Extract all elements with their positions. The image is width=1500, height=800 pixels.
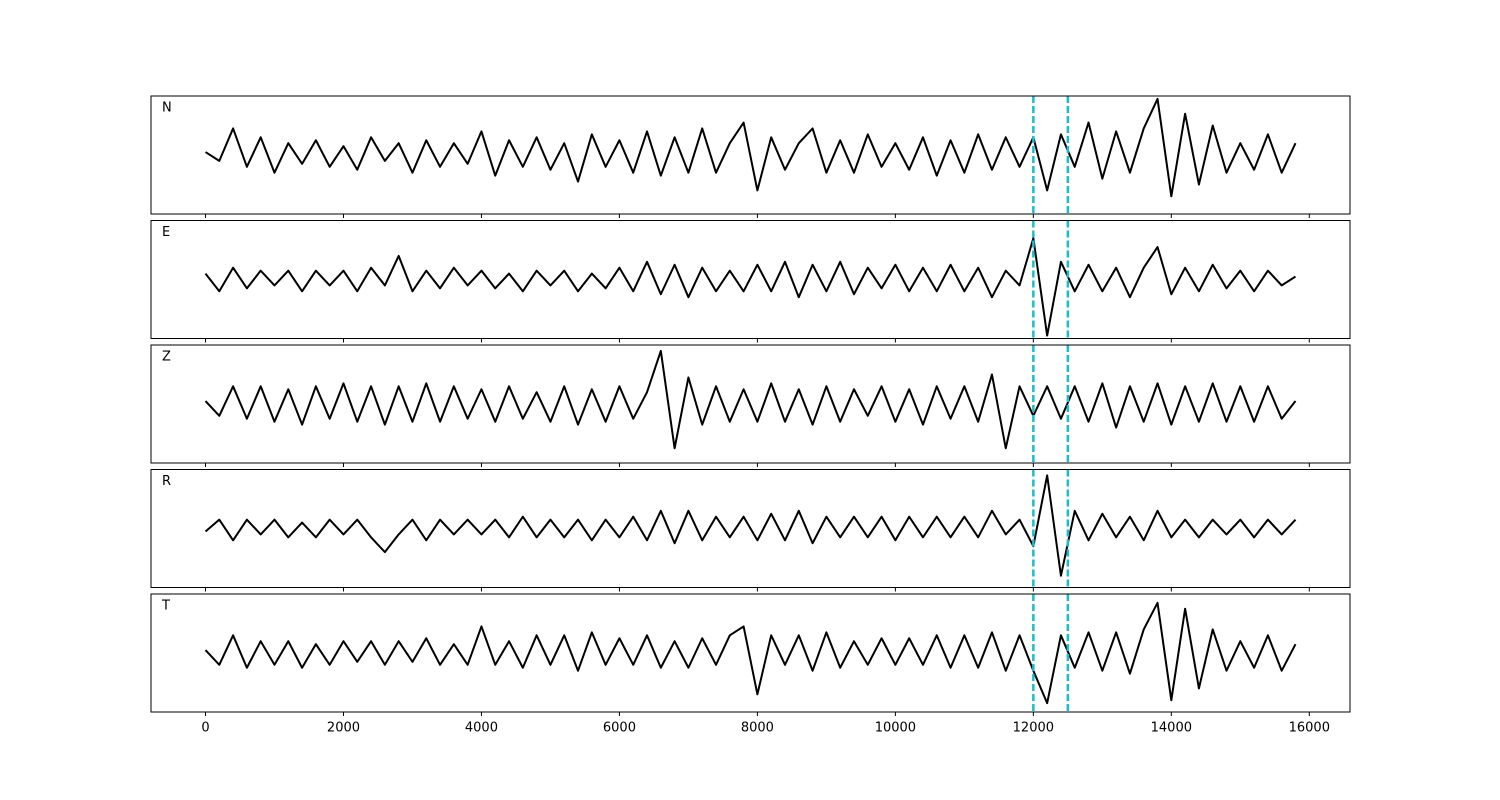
x-tick-label: 12000 — [1013, 721, 1054, 736]
axes-frame — [150, 593, 1351, 713]
panel-label: T — [161, 599, 170, 614]
waveform — [204, 97, 1297, 198]
panel-label: Z — [162, 350, 171, 365]
x-tick-label: 8000 — [741, 721, 774, 736]
panel-label: R — [162, 474, 171, 489]
axes-frame — [150, 220, 1351, 339]
waveform — [204, 349, 1297, 450]
x-tick-label: 16000 — [1289, 721, 1330, 736]
waveform — [204, 474, 1297, 577]
x-tick-label: 10000 — [875, 721, 916, 736]
panel-label: N — [162, 101, 172, 116]
axes-frame — [150, 344, 1351, 464]
x-tick-label: 2000 — [327, 721, 360, 736]
axes-frame — [150, 469, 1351, 588]
x-tick-label: 0 — [201, 721, 209, 736]
x-tick-label: 4000 — [465, 721, 498, 736]
x-tick-label: 6000 — [603, 721, 636, 736]
waveform — [204, 601, 1297, 705]
x-tick-label: 14000 — [1151, 721, 1192, 736]
axes-frame — [150, 95, 1351, 215]
panel-label: E — [162, 225, 170, 240]
waveform — [204, 237, 1297, 337]
